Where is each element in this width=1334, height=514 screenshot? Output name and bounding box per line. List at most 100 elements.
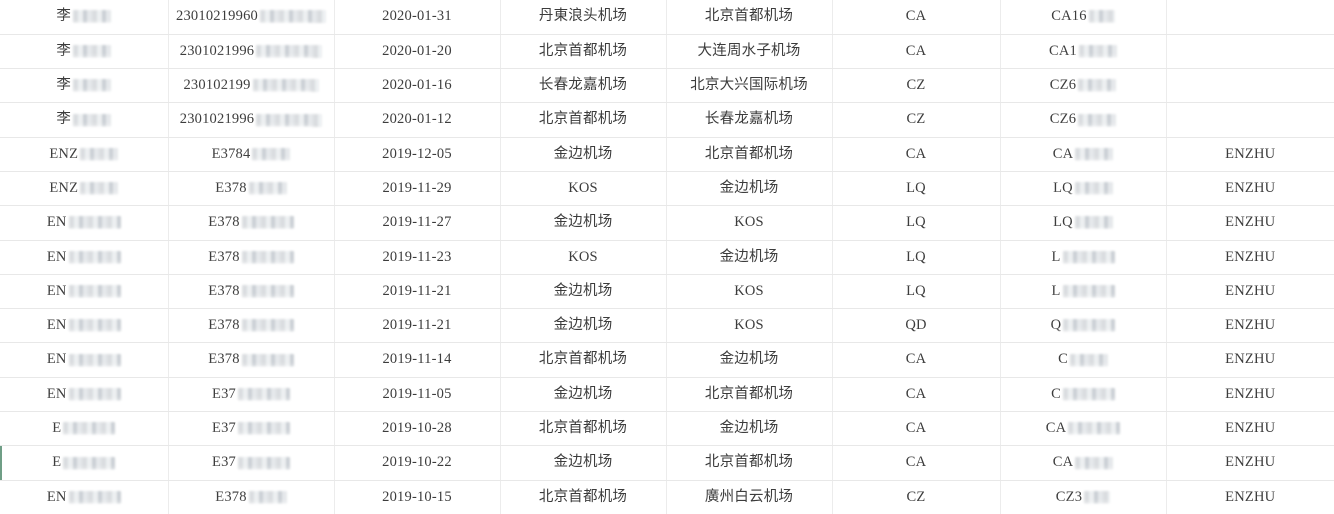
cell-departure-airport[interactable]: 金边机场	[500, 137, 667, 172]
cell-carrier-code[interactable]: CZ	[832, 480, 1001, 514]
cell-flight-date[interactable]: 2019-11-29	[334, 171, 501, 207]
cell-departure-airport[interactable]: 金边机场	[500, 377, 667, 413]
cell-passenger-name[interactable]: EN	[0, 377, 169, 413]
cell-flight-date[interactable]: 2019-12-05	[334, 137, 501, 172]
cell-record-tag[interactable]	[1166, 102, 1334, 138]
cell-flight-number[interactable]: CA1	[1000, 34, 1167, 70]
cell-arrival-airport[interactable]: 北京大兴国际机场	[666, 68, 833, 104]
table-row[interactable]: EN E378 2019-10-15 北京首都机场 廣州白云机场 CZ CZ3 ENZHU	[0, 480, 1334, 514]
cell-flight-date[interactable]: 2019-10-28	[334, 411, 501, 447]
cell-flight-date[interactable]: 2019-10-22	[334, 445, 501, 481]
cell-record-tag[interactable]: ENZHU	[1166, 240, 1334, 275]
cell-passenger-name[interactable]: EN	[0, 274, 169, 310]
cell-flight-number[interactable]: L	[1000, 274, 1167, 310]
cell-departure-airport[interactable]: 北京首都机场	[500, 342, 667, 378]
cell-id-number[interactable]: 2301021996	[168, 34, 335, 70]
cell-flight-date[interactable]: 2019-11-14	[334, 342, 501, 378]
cell-arrival-airport[interactable]: 北京首都机场	[666, 445, 833, 481]
cell-flight-number[interactable]: CA	[1000, 137, 1167, 172]
cell-departure-airport[interactable]: 北京首都机场	[500, 34, 667, 70]
cell-departure-airport[interactable]: 金边机场	[500, 274, 667, 310]
cell-carrier-code[interactable]: CA	[832, 34, 1001, 70]
cell-carrier-code[interactable]: LQ	[832, 205, 1001, 241]
cell-record-tag[interactable]: ENZHU	[1166, 308, 1334, 344]
table-row[interactable]: EN E378 2019-11-21 金边机场 KOS QD Q ENZHU	[0, 308, 1334, 344]
cell-departure-airport[interactable]: KOS	[500, 240, 667, 275]
table-row[interactable]: EN E37 2019-11-05 金边机场 北京首都机场 CA C ENZHU	[0, 377, 1334, 413]
cell-id-number[interactable]: E3784	[168, 137, 335, 172]
cell-passenger-name[interactable]: EN	[0, 240, 169, 275]
cell-passenger-name[interactable]: ENZ	[0, 171, 169, 207]
cell-carrier-code[interactable]: CA	[832, 411, 1001, 447]
cell-id-number[interactable]: E378	[168, 480, 335, 514]
cell-arrival-airport[interactable]: 金边机场	[666, 342, 833, 378]
cell-departure-airport[interactable]: KOS	[500, 171, 667, 207]
cell-carrier-code[interactable]: CZ	[832, 102, 1001, 138]
cell-id-number[interactable]: 23010219960	[168, 0, 335, 35]
cell-record-tag[interactable]: ENZHU	[1166, 205, 1334, 241]
cell-carrier-code[interactable]: CA	[832, 377, 1001, 413]
cell-id-number[interactable]: E378	[168, 274, 335, 310]
cell-flight-date[interactable]: 2019-11-21	[334, 308, 501, 344]
cell-id-number[interactable]: E378	[168, 171, 335, 207]
table-row[interactable]: ENZ E3784 2019-12-05 金边机场 北京首都机场 CA CA ENZHU	[0, 137, 1334, 172]
cell-record-tag[interactable]: ENZHU	[1166, 377, 1334, 413]
cell-carrier-code[interactable]: CA	[832, 445, 1001, 481]
cell-passenger-name[interactable]: EN	[0, 308, 169, 344]
cell-record-tag[interactable]: ENZHU	[1166, 411, 1334, 447]
cell-record-tag[interactable]: ENZHU	[1166, 480, 1334, 514]
cell-passenger-name[interactable]: E	[0, 411, 169, 447]
cell-carrier-code[interactable]: LQ	[832, 171, 1001, 207]
table-row[interactable]: 李 23010219960 2020-01-31 丹東浪头机场 北京首都机场 CA CA16	[0, 0, 1334, 35]
cell-flight-number[interactable]: CA	[1000, 411, 1167, 447]
cell-arrival-airport[interactable]: KOS	[666, 205, 833, 241]
cell-record-tag[interactable]	[1166, 68, 1334, 104]
cell-flight-number[interactable]: CZ6	[1000, 68, 1167, 104]
cell-flight-number[interactable]: C	[1000, 377, 1167, 413]
cell-record-tag[interactable]	[1166, 0, 1334, 35]
cell-id-number[interactable]: 230102199	[168, 68, 335, 104]
table-row[interactable]: 李 2301021996 2020-01-12 北京首都机场 长春龙嘉机场 CZ CZ6	[0, 102, 1334, 138]
cell-arrival-airport[interactable]: 北京首都机场	[666, 137, 833, 172]
cell-passenger-name[interactable]: 李	[0, 34, 169, 70]
cell-flight-number[interactable]: C	[1000, 342, 1167, 378]
cell-carrier-code[interactable]: CA	[832, 137, 1001, 172]
cell-flight-date[interactable]: 2019-11-23	[334, 240, 501, 275]
cell-carrier-code[interactable]: CA	[832, 0, 1001, 35]
cell-carrier-code[interactable]: QD	[832, 308, 1001, 344]
cell-carrier-code[interactable]: LQ	[832, 274, 1001, 310]
cell-passenger-name[interactable]: 李	[0, 0, 169, 35]
cell-flight-date[interactable]: 2019-10-15	[334, 480, 501, 514]
cell-flight-number[interactable]: LQ	[1000, 205, 1167, 241]
table-row[interactable]: E E37 2019-10-28 北京首都机场 金边机场 CA CA ENZHU	[0, 411, 1334, 447]
cell-flight-date[interactable]: 2020-01-31	[334, 0, 501, 35]
cell-arrival-airport[interactable]: 大连周水子机场	[666, 34, 833, 70]
cell-arrival-airport[interactable]: 金边机场	[666, 240, 833, 275]
cell-arrival-airport[interactable]: KOS	[666, 308, 833, 344]
table-row[interactable]: EN E378 2019-11-27 金边机场 KOS LQ LQ ENZHU	[0, 205, 1334, 241]
cell-id-number[interactable]: E37	[168, 377, 335, 413]
cell-passenger-name[interactable]: 李	[0, 68, 169, 104]
table-row[interactable]: EN E378 2019-11-23 KOS 金边机场 LQ L ENZHU	[0, 240, 1334, 275]
cell-departure-airport[interactable]: 长春龙嘉机场	[500, 68, 667, 104]
cell-flight-number[interactable]: Q	[1000, 308, 1167, 344]
cell-flight-date[interactable]: 2020-01-16	[334, 68, 501, 104]
cell-flight-number[interactable]: CA16	[1000, 0, 1167, 35]
cell-carrier-code[interactable]: CZ	[832, 68, 1001, 104]
cell-record-tag[interactable]: ENZHU	[1166, 274, 1334, 310]
cell-record-tag[interactable]	[1166, 34, 1334, 70]
cell-id-number[interactable]: 2301021996	[168, 102, 335, 138]
cell-arrival-airport[interactable]: 金边机场	[666, 411, 833, 447]
cell-departure-airport[interactable]: 北京首都机场	[500, 102, 667, 138]
cell-departure-airport[interactable]: 金边机场	[500, 205, 667, 241]
table-row[interactable]: 李 2301021996 2020-01-20 北京首都机场 大连周水子机场 CA CA1	[0, 34, 1334, 70]
cell-id-number[interactable]: E37	[168, 411, 335, 447]
cell-flight-number[interactable]: CZ6	[1000, 102, 1167, 138]
cell-flight-number[interactable]: LQ	[1000, 171, 1167, 207]
cell-carrier-code[interactable]: CA	[832, 342, 1001, 378]
cell-arrival-airport[interactable]: 北京首都机场	[666, 377, 833, 413]
cell-flight-date[interactable]: 2019-11-27	[334, 205, 501, 241]
table-row[interactable]: EN E378 2019-11-21 金边机场 KOS LQ L ENZHU	[0, 274, 1334, 310]
cell-departure-airport[interactable]: 北京首都机场	[500, 480, 667, 514]
cell-record-tag[interactable]: ENZHU	[1166, 342, 1334, 378]
